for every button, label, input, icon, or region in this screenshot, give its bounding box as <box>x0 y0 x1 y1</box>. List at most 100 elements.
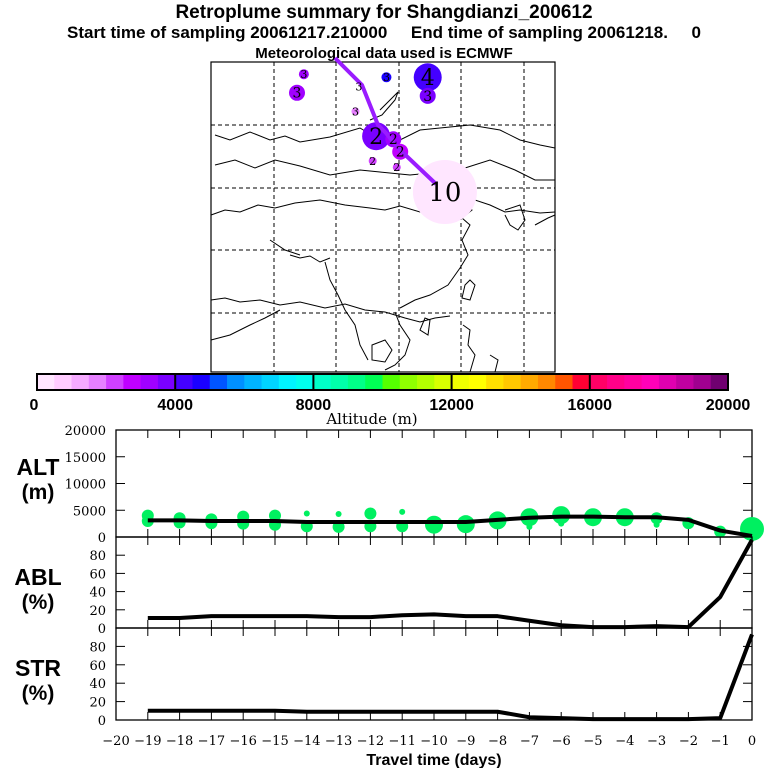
map-frame <box>210 61 556 373</box>
altitude-point <box>653 521 660 528</box>
trajectory-line <box>333 56 438 186</box>
plume-point <box>419 87 436 104</box>
altitude-point <box>526 523 533 530</box>
colorbar-swatch <box>140 374 159 390</box>
y-tick-label: 20000 <box>65 424 106 439</box>
colorbar-swatch <box>658 374 677 390</box>
colorbar-frame <box>36 373 729 391</box>
colorbar-swatch <box>589 374 608 390</box>
altitude-point <box>399 508 406 515</box>
colorbar-swatch <box>572 374 591 390</box>
y-tick-label: 0 <box>98 714 106 729</box>
colorbar-swatch <box>123 374 142 390</box>
plume-point <box>392 163 401 172</box>
colorbar-tick-label: 0 <box>30 397 39 414</box>
colorbar-swatch <box>296 374 314 390</box>
colorbar-label: Altitude (m) <box>325 410 417 428</box>
colorbar-swatch <box>555 374 574 390</box>
y-tick-label: 15000 <box>65 451 106 466</box>
y-tick-label: 0 <box>98 531 106 546</box>
altitude-point <box>364 507 377 520</box>
x-tick-label: −19 <box>134 734 161 749</box>
x-tick-label: 0 <box>748 734 756 749</box>
altitude-point <box>558 520 565 527</box>
panel-unit: (m) <box>22 481 55 504</box>
plume-point-label: 3 <box>355 80 362 93</box>
plume-point-label: 3 <box>383 71 390 84</box>
colorbar-swatch <box>434 374 453 390</box>
plume-point-label: 2 <box>389 132 398 148</box>
y-tick-label: 60 <box>89 567 106 582</box>
colorbar-swatch <box>330 374 349 390</box>
panel-str: 0 20 40 60 80 STR(%) <box>15 627 754 729</box>
x-tick-label: −16 <box>229 734 256 749</box>
panel-abl: 0 20 40 60 80 ABL(%) <box>14 536 754 637</box>
sampling-time-subtitle: Start time of sampling 20061217.210000 E… <box>66 23 701 42</box>
colorbar-swatch <box>417 374 435 390</box>
panel-label: ABL <box>14 564 61 590</box>
plume-point-label: 3 <box>293 86 302 102</box>
colorbar-swatch <box>451 374 470 390</box>
x-tick-label: −1 <box>711 734 730 749</box>
colorbar-swatch <box>382 374 401 390</box>
panel-unit: (%) <box>22 682 55 705</box>
x-tick-label: −20 <box>102 734 129 749</box>
colorbar-swatch <box>399 374 418 390</box>
met-data-line: Meteorological data used is ECMWF <box>255 45 513 62</box>
plume-point-label: 2 <box>393 161 400 174</box>
plume-point-label: 3 <box>300 68 307 81</box>
x-tick-label: −4 <box>615 734 634 749</box>
colorbar-tick-label: 8000 <box>296 397 332 414</box>
colorbar-swatch <box>261 374 280 390</box>
panel-frame <box>115 627 753 721</box>
colorbar-swatch <box>486 374 504 390</box>
series-line-alt <box>147 514 753 538</box>
x-axis-label: Travel time (days) <box>366 752 501 768</box>
altitude-colorbar: 0 4000 8000 12000 16000 20000 <box>30 373 751 414</box>
colorbar-swatch <box>209 374 228 390</box>
colorbar-swatch <box>607 374 625 390</box>
plume-point <box>413 63 442 92</box>
colorbar-swatch <box>641 374 660 390</box>
plume-point-label: 4 <box>421 66 435 91</box>
x-tick-label: −10 <box>420 734 447 749</box>
colorbar-swatch <box>624 374 643 390</box>
x-tick-label: −3 <box>647 734 666 749</box>
colorbar-tick-label: 12000 <box>429 397 474 414</box>
plume-point <box>289 84 305 101</box>
x-tick-label: −6 <box>552 734 571 749</box>
altitude-point <box>425 515 443 534</box>
x-tick-label: −11 <box>388 734 415 749</box>
y-tick-label: 60 <box>89 659 106 674</box>
altitude-point <box>173 516 186 529</box>
y-tick-label: 20 <box>89 696 106 711</box>
plume-point <box>298 69 309 80</box>
colorbar-tick-label: 4000 <box>157 397 193 414</box>
colorbar-swatch <box>468 374 487 390</box>
colorbar-swatch <box>71 374 90 390</box>
altitude-point <box>269 509 281 522</box>
y-tick-label: 5000 <box>73 504 106 519</box>
colorbar-swatch <box>503 374 522 390</box>
colorbar-swatch <box>192 374 211 390</box>
y-tick-label: 0 <box>98 622 106 637</box>
altitude-point <box>456 515 475 534</box>
y-tick-label: 40 <box>89 677 106 692</box>
plume-point <box>381 72 392 83</box>
x-tick-label: −9 <box>456 734 475 749</box>
chart-title: Retroplume summary for Shangdianzi_20061… <box>175 2 593 23</box>
colorbar-swatch <box>693 374 712 390</box>
plume-point <box>368 157 377 165</box>
altitude-point <box>335 510 342 517</box>
colorbar-swatch <box>227 374 245 390</box>
colorbar-swatch <box>676 374 694 390</box>
x-tick-label: −12 <box>357 734 384 749</box>
colorbar-swatch <box>347 374 366 390</box>
colorbar-swatch <box>278 374 297 390</box>
panel-label: STR <box>15 655 61 681</box>
colorbar-tick-label: 20000 <box>706 397 751 414</box>
y-tick-label: 80 <box>89 549 106 564</box>
colorbar-swatch <box>520 374 539 390</box>
series-line-abl <box>147 538 754 630</box>
